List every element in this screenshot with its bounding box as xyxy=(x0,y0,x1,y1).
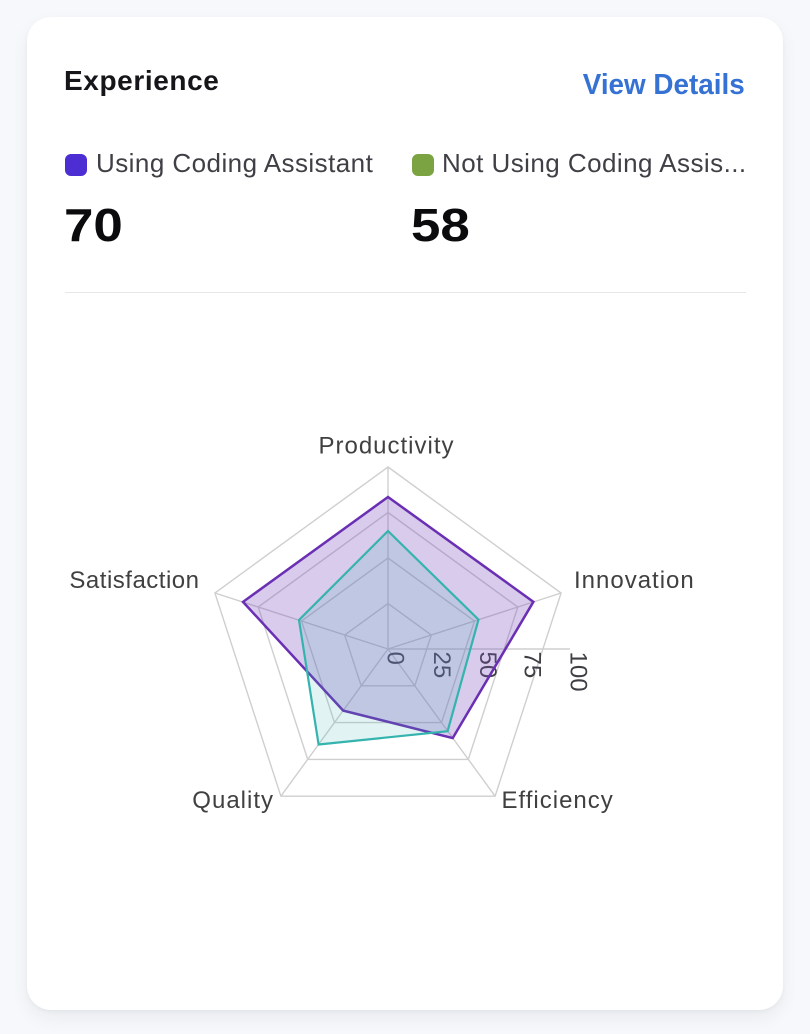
svg-text:Innovation: Innovation xyxy=(574,567,695,594)
svg-text:Efficiency: Efficiency xyxy=(502,787,614,814)
svg-text:Satisfaction: Satisfaction xyxy=(69,567,199,594)
svg-text:25: 25 xyxy=(428,652,455,679)
svg-text:Quality: Quality xyxy=(192,787,274,814)
svg-text:100: 100 xyxy=(565,652,592,692)
svg-text:0: 0 xyxy=(382,652,409,665)
svg-text:Productivity: Productivity xyxy=(318,433,454,460)
svg-text:75: 75 xyxy=(519,652,546,679)
